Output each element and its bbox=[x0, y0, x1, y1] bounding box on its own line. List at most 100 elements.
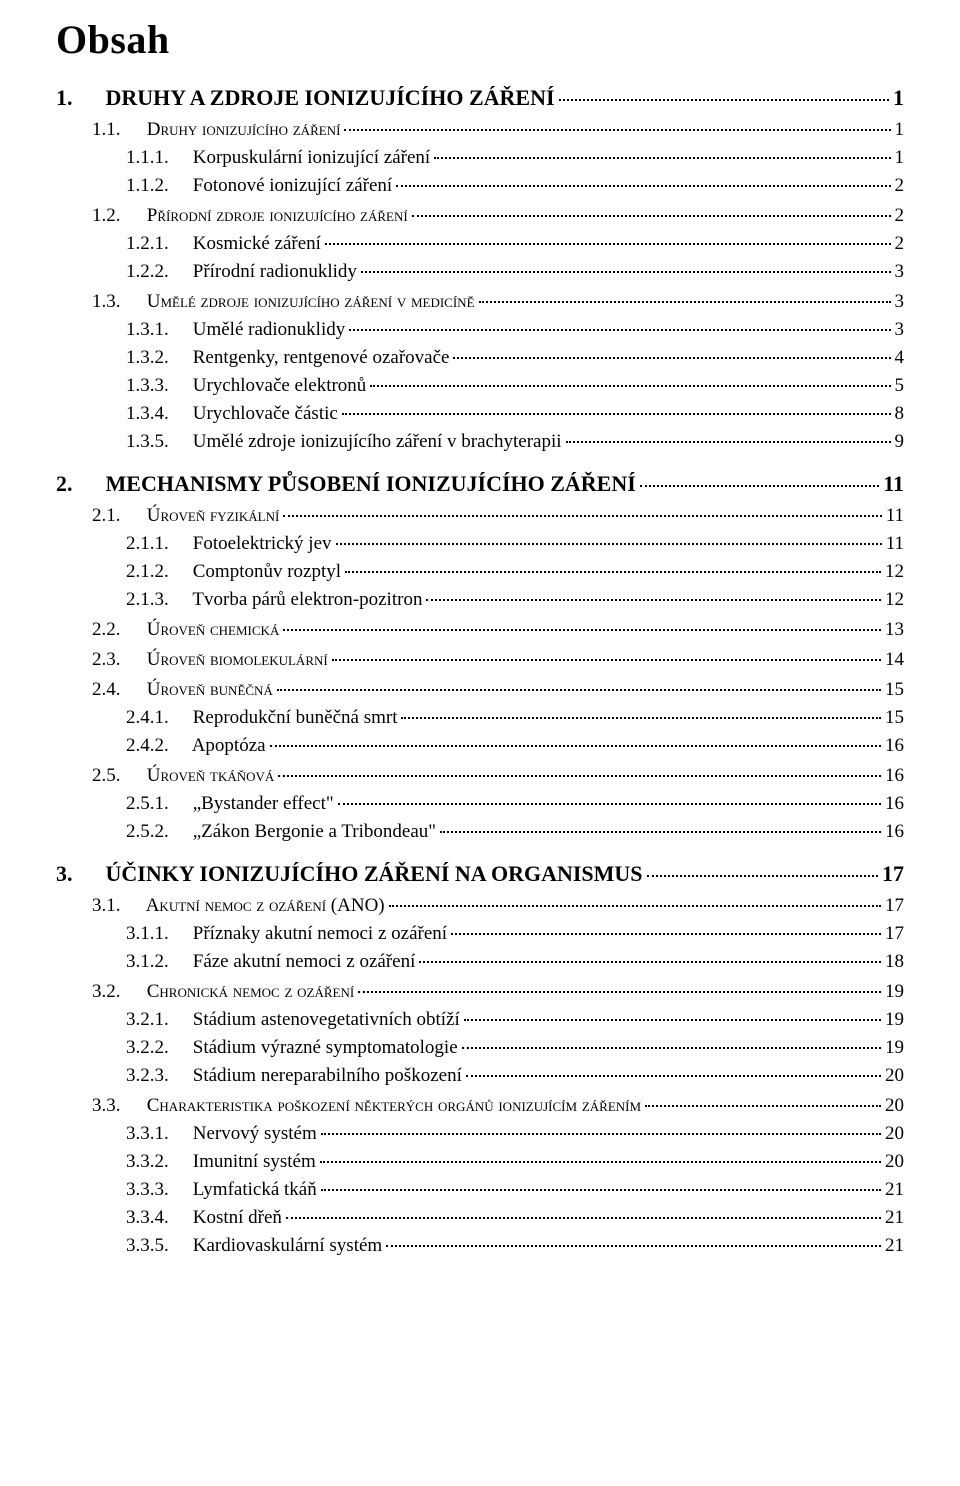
toc-entry-number: 2.3. bbox=[92, 649, 142, 671]
toc-leader bbox=[419, 961, 881, 963]
toc-entry-page: 20 bbox=[885, 1095, 904, 1117]
toc-leader bbox=[320, 1161, 881, 1163]
toc-entry-number: 1. bbox=[56, 85, 100, 111]
toc-entry-number: 2.4.1. bbox=[126, 707, 188, 729]
toc-leader bbox=[412, 215, 891, 217]
toc-entry-number: 1.3. bbox=[92, 291, 142, 313]
toc-entry-text: Fáze akutní nemoci z ozáření bbox=[193, 951, 416, 972]
toc-entry-number: 3.3. bbox=[92, 1095, 142, 1117]
toc-entry-text: Úroveň fyzikální bbox=[147, 505, 280, 526]
toc-leader bbox=[338, 803, 881, 805]
toc-entry-page: 5 bbox=[895, 375, 905, 397]
toc-entry: 1. DRUHY A ZDROJE IONIZUJÍCÍHO ZÁŘENÍ 1 bbox=[56, 85, 904, 111]
toc-entry-text: Kosmické záření bbox=[193, 233, 321, 254]
toc-entry-label: 3.2.2. Stádium výrazné symptomatologie bbox=[126, 1037, 458, 1059]
toc-entry-number: 1.2.2. bbox=[126, 261, 188, 283]
toc-entry-page: 2 bbox=[895, 175, 905, 197]
toc-leader bbox=[286, 1217, 881, 1219]
toc-entry-label: 1.3.5. Umělé zdroje ionizujícího záření … bbox=[126, 431, 562, 453]
toc-leader bbox=[396, 185, 890, 187]
toc-leader bbox=[440, 831, 881, 833]
toc-entry-number: 2.4. bbox=[92, 679, 142, 701]
toc-entry-text: Charakteristika poškození některých orgá… bbox=[147, 1095, 641, 1116]
toc-entry-label: 2.4.2. Apoptóza bbox=[126, 735, 266, 757]
toc-entry-label: 1.2.2. Přírodní radionuklidy bbox=[126, 261, 357, 283]
toc: 1. DRUHY A ZDROJE IONIZUJÍCÍHO ZÁŘENÍ 11… bbox=[56, 85, 904, 1257]
toc-entry-page: 21 bbox=[885, 1207, 904, 1229]
toc-entry-label: 3.3. Charakteristika poškození některých… bbox=[92, 1095, 641, 1117]
toc-entry-number: 3.3.3. bbox=[126, 1179, 188, 1201]
toc-entry: 2.1.2. Comptonův rozptyl 12 bbox=[56, 561, 904, 583]
toc-entry-page: 21 bbox=[885, 1235, 904, 1257]
toc-entry: 1.1.2. Fotonové ionizující záření 2 bbox=[56, 175, 904, 197]
toc-entry-label: 2.1. Úroveň fyzikální bbox=[92, 505, 279, 527]
toc-leader bbox=[344, 129, 890, 131]
toc-entry-number: 2.5.2. bbox=[126, 821, 188, 843]
toc-leader bbox=[389, 905, 881, 907]
toc-leader bbox=[453, 357, 890, 359]
toc-entry-label: 3.2.3. Stádium nereparabilního poškození bbox=[126, 1065, 462, 1087]
toc-entry-number: 3.3.2. bbox=[126, 1151, 188, 1173]
toc-entry: 1.2.2. Přírodní radionuklidy 3 bbox=[56, 261, 904, 283]
toc-entry-label: 2.5.1. „Bystander effect" bbox=[126, 793, 334, 815]
toc-entry-label: 3. ÚČINKY IONIZUJÍCÍHO ZÁŘENÍ NA ORGANIS… bbox=[56, 861, 643, 887]
toc-entry: 1.3.3. Urychlovače elektronů 5 bbox=[56, 375, 904, 397]
toc-entry-number: 3.3.1. bbox=[126, 1123, 188, 1145]
toc-entry-page: 3 bbox=[895, 319, 905, 341]
toc-entry-text: Přírodní radionuklidy bbox=[193, 261, 357, 282]
toc-entry-number: 2.5.1. bbox=[126, 793, 188, 815]
toc-entry: 1.3.1. Umělé radionuklidy 3 bbox=[56, 319, 904, 341]
toc-entry-label: 1. DRUHY A ZDROJE IONIZUJÍCÍHO ZÁŘENÍ bbox=[56, 85, 555, 111]
toc-entry-label: 3.2. Chronická nemoc z ozáření bbox=[92, 981, 354, 1003]
toc-entry-label: 3.1.2. Fáze akutní nemoci z ozáření bbox=[126, 951, 415, 973]
toc-entry: 2.2. Úroveň chemická 13 bbox=[56, 619, 904, 641]
toc-leader bbox=[283, 515, 881, 517]
toc-entry-number: 2.1.1. bbox=[126, 533, 188, 555]
toc-entry-number: 2.4.2. bbox=[126, 735, 188, 757]
toc-entry-text: Urychlovače elektronů bbox=[193, 375, 367, 396]
toc-entry-page: 14 bbox=[885, 649, 904, 671]
toc-leader bbox=[434, 157, 890, 159]
toc-entry-number: 3.1.2. bbox=[126, 951, 188, 973]
toc-entry-page: 19 bbox=[885, 981, 904, 1003]
toc-entry-text: Úroveň chemická bbox=[147, 619, 280, 640]
toc-entry-label: 2.1.3. Tvorba párů elektron-pozitron bbox=[126, 589, 422, 611]
toc-entry-number: 2.2. bbox=[92, 619, 142, 641]
toc-leader bbox=[386, 1245, 881, 1247]
toc-entry: 2.4.2. Apoptóza 16 bbox=[56, 735, 904, 757]
toc-entry-label: 2.2. Úroveň chemická bbox=[92, 619, 279, 641]
toc-entry-page: 3 bbox=[895, 291, 905, 313]
toc-entry: 2.5.1. „Bystander effect" 16 bbox=[56, 793, 904, 815]
toc-entry-page: 1 bbox=[893, 85, 904, 111]
toc-entry-text: Lymfatická tkáň bbox=[193, 1179, 317, 1200]
toc-leader bbox=[466, 1075, 881, 1077]
toc-entry-page: 17 bbox=[882, 861, 904, 887]
toc-leader bbox=[342, 413, 891, 415]
toc-entry-page: 16 bbox=[885, 793, 904, 815]
toc-entry-number: 2.1.3. bbox=[126, 589, 188, 611]
toc-entry: 3.2.1. Stádium astenovegetativních obtíž… bbox=[56, 1009, 904, 1031]
toc-entry-text: Akutní nemoc z ozáření (ANO) bbox=[146, 895, 385, 916]
toc-entry-page: 11 bbox=[883, 471, 904, 497]
toc-entry-page: 13 bbox=[885, 619, 904, 641]
toc-entry-text: Rentgenky, rentgenové ozařovače bbox=[193, 347, 450, 368]
toc-entry-text: Fotoelektrický jev bbox=[193, 533, 332, 554]
toc-entry: 3.3.4. Kostní dřeň 21 bbox=[56, 1207, 904, 1229]
toc-entry-page: 16 bbox=[885, 765, 904, 787]
toc-leader bbox=[325, 243, 891, 245]
toc-entry: 3.3.3. Lymfatická tkáň 21 bbox=[56, 1179, 904, 1201]
toc-entry-number: 3.2.3. bbox=[126, 1065, 188, 1087]
toc-entry: 3.2. Chronická nemoc z ozáření 19 bbox=[56, 981, 904, 1003]
toc-entry: 2.3. Úroveň biomolekulární 14 bbox=[56, 649, 904, 671]
toc-entry: 2.4. Úroveň buněčná 15 bbox=[56, 679, 904, 701]
toc-entry: 2.5.2. „Zákon Bergonie a Tribondeau" 16 bbox=[56, 821, 904, 843]
toc-entry-label: 2.5. Úroveň tkáňová bbox=[92, 765, 274, 787]
toc-leader bbox=[283, 629, 881, 631]
toc-entry-page: 15 bbox=[885, 707, 904, 729]
toc-entry-number: 1.3.1. bbox=[126, 319, 188, 341]
toc-entry-label: 2. MECHANISMY PŮSOBENÍ IONIZUJÍCÍHO ZÁŘE… bbox=[56, 471, 636, 497]
toc-entry-number: 1.3.3. bbox=[126, 375, 188, 397]
toc-entry: 3.1.1. Příznaky akutní nemoci z ozáření … bbox=[56, 923, 904, 945]
toc-entry-page: 17 bbox=[885, 895, 904, 917]
toc-entry: 3.3. Charakteristika poškození některých… bbox=[56, 1095, 904, 1117]
